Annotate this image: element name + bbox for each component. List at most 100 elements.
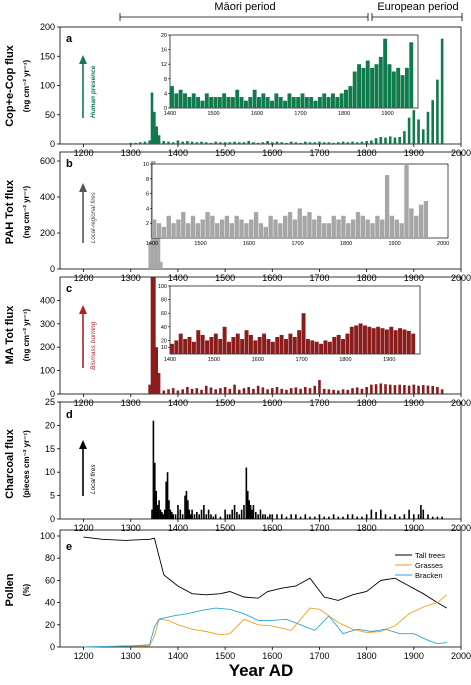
- bar: [189, 514, 192, 519]
- bar: [174, 514, 177, 519]
- x-axis-title: Year AD: [229, 661, 294, 680]
- inset-bar: [261, 93, 266, 108]
- bar: [403, 131, 406, 144]
- inset-bar: [274, 93, 279, 108]
- inset-bar: [365, 60, 370, 108]
- bar: [162, 141, 166, 144]
- bar: [195, 388, 199, 394]
- inset-bar: [331, 215, 336, 238]
- inset-bar: [195, 223, 201, 238]
- inset-x-tick-label: 1800: [340, 241, 352, 247]
- bar: [380, 509, 382, 519]
- x-tick-label: 1200: [74, 523, 94, 533]
- inset-bar: [387, 64, 392, 108]
- y-tick-label: 25: [45, 397, 55, 407]
- inset-bar: [300, 93, 305, 108]
- bar: [360, 141, 364, 144]
- bar: [171, 511, 173, 519]
- inset-bar: [244, 223, 249, 238]
- x-tick-label: 1300: [121, 651, 141, 661]
- bar: [417, 385, 420, 394]
- x-tick-label: 1400: [168, 398, 188, 408]
- inset-bar: [174, 340, 179, 354]
- inset-bar: [178, 333, 183, 354]
- x-tick-label: 1800: [357, 398, 377, 408]
- bar: [304, 386, 307, 394]
- bar: [370, 140, 373, 144]
- bar: [143, 141, 147, 144]
- panel-d-charcoal-flux: d Charcoal flux (pieces cm⁻² yr⁻¹) Local…: [4, 397, 471, 533]
- bar: [184, 495, 186, 519]
- panel-d-yunit: (pieces cm⁻² yr⁻¹): [22, 430, 31, 498]
- inset-bar: [376, 326, 381, 354]
- bar: [412, 110, 416, 144]
- bar: [160, 261, 163, 269]
- inset-bar: [253, 340, 258, 354]
- x-tick-label: 1900: [404, 523, 424, 533]
- bar: [198, 514, 200, 519]
- panel-c-ylabel: MA Tot flux: [4, 305, 16, 365]
- panel-c-yticks: 0 100 200 300 400: [40, 295, 60, 399]
- bar: [393, 137, 397, 144]
- y-tick-label: 200: [40, 22, 55, 32]
- inset-bar: [235, 89, 240, 108]
- bar: [309, 516, 311, 519]
- bar: [163, 509, 166, 519]
- x-tick-label: 1800: [357, 523, 377, 533]
- inset-bar: [327, 341, 332, 354]
- x-tick-label: 1500: [215, 273, 235, 283]
- bar: [398, 136, 401, 144]
- inset-y-tick-label: 8: [164, 77, 167, 83]
- inset-x-tick-label: 1900: [381, 111, 393, 117]
- bar: [162, 514, 165, 519]
- inset-bar: [279, 334, 284, 354]
- x-tick-label: 1500: [215, 148, 235, 158]
- bar: [248, 500, 250, 519]
- inset-bar: [400, 75, 405, 108]
- y-tick-label: 40: [45, 598, 55, 608]
- bar: [266, 141, 269, 144]
- bar: [161, 511, 163, 519]
- inset-bar: [296, 97, 301, 108]
- bar: [240, 509, 243, 519]
- inset-x-tick-label: 1700: [295, 357, 307, 363]
- bar: [294, 142, 298, 144]
- bar: [200, 509, 203, 519]
- y-tick-label: 400: [40, 295, 55, 305]
- inset-x-tick-label: 1800: [339, 357, 351, 363]
- x-tick-label: 1400: [168, 273, 188, 283]
- inset-bar: [215, 223, 220, 238]
- inset-bar: [344, 89, 348, 108]
- bar: [341, 389, 345, 394]
- inset-bar: [227, 341, 231, 354]
- bar: [166, 472, 169, 519]
- bar: [259, 509, 262, 519]
- bar: [157, 372, 161, 394]
- inset-bar: [270, 341, 275, 354]
- bar: [313, 516, 316, 519]
- panel-c-xticks: 1200 1300 1400 1500 1600 1700 1800 1900 2000: [74, 394, 471, 408]
- bar: [295, 514, 297, 519]
- bar: [374, 138, 378, 144]
- legend-label: Bracken: [415, 571, 443, 580]
- bar: [245, 467, 248, 519]
- inset-y-tick-label: 4: [164, 91, 167, 97]
- inset-bar: [213, 333, 218, 354]
- bar: [176, 390, 180, 394]
- inset-bar: [243, 100, 248, 108]
- bar: [361, 516, 363, 519]
- bar: [289, 141, 293, 144]
- inset-bar: [389, 215, 395, 238]
- y-tick-label: 60: [45, 575, 55, 585]
- inset-bar: [370, 67, 375, 108]
- bar: [417, 119, 420, 144]
- bar: [384, 514, 387, 519]
- inset-bar: [181, 212, 186, 238]
- bar: [299, 388, 302, 394]
- inset-bar: [209, 337, 214, 354]
- inset-bar: [370, 223, 375, 238]
- inset-bar: [352, 71, 357, 108]
- inset-y-tick-label: 60: [161, 311, 167, 317]
- inset-bar: [262, 333, 267, 354]
- legend-label: Tall trees: [415, 551, 445, 560]
